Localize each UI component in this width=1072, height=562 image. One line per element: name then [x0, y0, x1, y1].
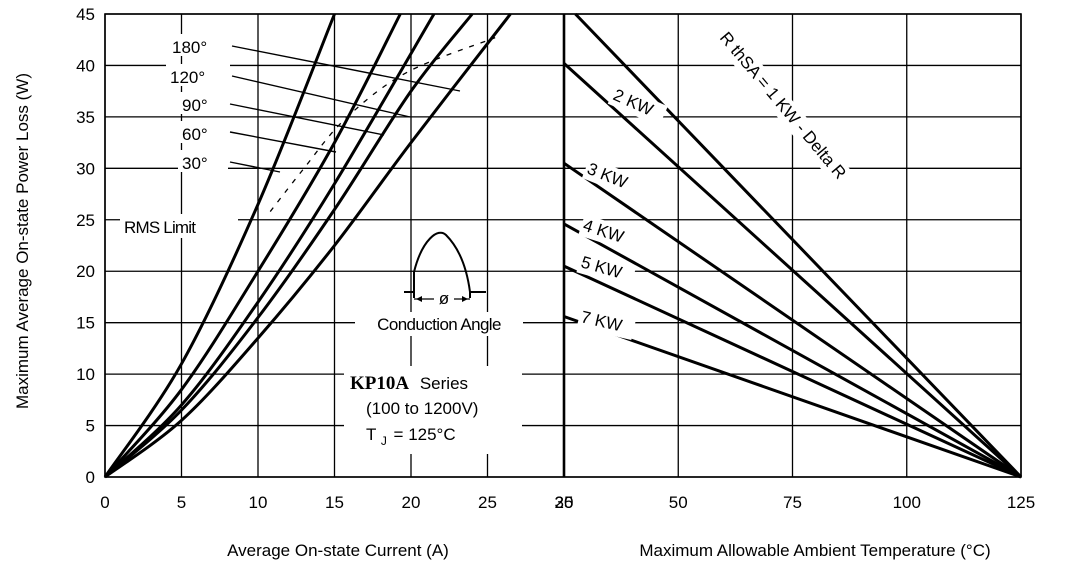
voltage-range: (100 to 1200V) — [366, 399, 478, 418]
thermal-line-2 — [562, 62, 1023, 479]
x-tick-label-right: 100 — [893, 493, 921, 512]
label-5kw-bg — [576, 251, 637, 288]
plot-frame — [104, 13, 1022, 478]
left-series-labels: 180° 120° 90° 60° 30° — [166, 34, 461, 173]
label-120-bg — [166, 64, 230, 86]
x-tick-label-left: 20 — [402, 493, 421, 512]
thermal-line-6 — [563, 315, 1022, 479]
label-60: 60° — [182, 125, 208, 144]
label-30: 30° — [182, 154, 208, 173]
y-tick-label: 0 — [86, 468, 95, 487]
curve-60-deg — [103, 13, 402, 478]
y-tick-label: 15 — [76, 314, 95, 333]
conduction-angle-label: Conduction Angle — [377, 315, 501, 334]
x-tick-label-right: 30 — [555, 493, 574, 512]
curves — [103, 12, 1023, 479]
y-tick-label: 35 — [76, 108, 95, 127]
label-1kw-bg — [713, 26, 858, 193]
x-tick-label-right: 125 — [1007, 493, 1035, 512]
y-tick-label: 20 — [76, 262, 95, 281]
label-60-bg — [178, 121, 228, 143]
rms-limit-bg — [120, 214, 238, 238]
curve-120-deg — [104, 13, 474, 479]
x-tick-label-left: 5 — [177, 493, 186, 512]
right-series-labels: R thSA = 1 KW - Delta R 2 KW 3 KW 4 KW 5… — [576, 26, 858, 340]
curve-180-deg — [104, 13, 512, 479]
curve-30-deg — [103, 13, 336, 478]
y-tick-label: 30 — [76, 159, 95, 178]
label-90: 90° — [182, 96, 208, 115]
thermal-line-3 — [563, 161, 1022, 479]
x-tick-label-left: 15 — [325, 493, 344, 512]
x-tick-label-left: 10 — [249, 493, 268, 512]
conduction-angle-bg — [355, 312, 523, 336]
phi-label: ø — [439, 289, 449, 308]
label-4kw-bg — [578, 214, 639, 253]
rms-limit-line — [269, 37, 496, 212]
junction-temp: T J = 125°C — [366, 425, 456, 449]
leader-90 — [229, 103, 385, 136]
y-tick-label: 10 — [76, 365, 95, 384]
conduction-angle-icon — [404, 231, 486, 302]
y-axis-title: Maximum Average On-state Power Loss (W) — [13, 73, 32, 409]
y-tick-label: 45 — [76, 5, 95, 24]
thermal-line-1 — [574, 12, 1023, 479]
label-180: 180° — [172, 38, 207, 57]
series-title: KP10A Series — [350, 373, 468, 394]
series-info-bg — [344, 366, 522, 454]
label-180-bg — [170, 34, 230, 56]
x-tick-label-right: 50 — [669, 493, 688, 512]
label-90-bg — [178, 92, 228, 114]
x-tick-label-left: 0 — [100, 493, 109, 512]
leader-180 — [231, 45, 461, 92]
leader-30 — [229, 161, 281, 173]
label-30-bg — [178, 150, 228, 172]
thermal-line-5 — [563, 264, 1022, 479]
y-tick-label: 5 — [86, 417, 95, 436]
label-7kw-bg — [576, 305, 637, 340]
y-tick-label: 25 — [76, 211, 95, 230]
x-tick-label-right: 25 — [555, 493, 574, 512]
label-1kw: R thSA = 1 KW - Delta R — [716, 28, 850, 182]
label-3kw-bg — [581, 157, 643, 199]
leader-60 — [229, 131, 337, 153]
label-120: 120° — [170, 68, 205, 87]
curve-90-deg — [103, 13, 436, 479]
x-tick-label-left: 25 — [478, 493, 497, 512]
y-tick-label: 40 — [76, 56, 95, 75]
label-2kw-bg — [607, 83, 668, 127]
x-tick-label-right: 75 — [783, 493, 802, 512]
grid — [104, 13, 1022, 478]
rms-limit-label: RMS Limit — [124, 218, 196, 237]
leader-120 — [231, 75, 411, 118]
x-axis-title-left: Average On-state Current (A) — [227, 541, 449, 560]
thermal-line-4 — [563, 222, 1022, 479]
phi-label-bg — [434, 289, 454, 307]
x-axis-title-right: Maximum Allowable Ambient Temperature (°… — [639, 541, 990, 560]
